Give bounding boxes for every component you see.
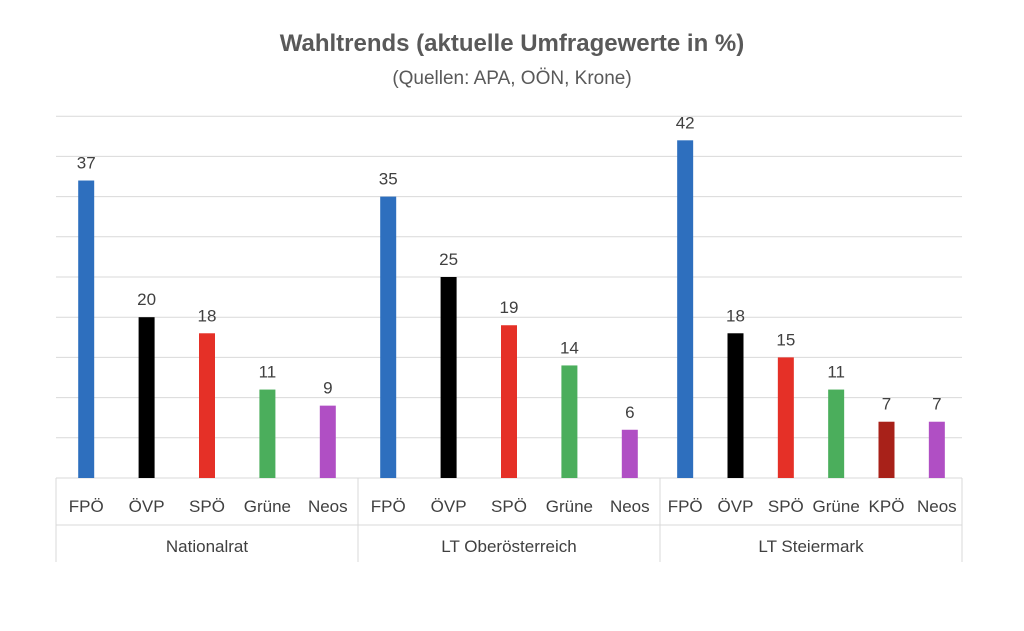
data-label: 11 <box>827 363 845 382</box>
bar <box>138 317 155 478</box>
data-label: 35 <box>379 170 398 189</box>
data-label: 7 <box>932 395 941 414</box>
data-label: 6 <box>625 403 634 422</box>
x-tick-label: ÖVP <box>718 497 754 516</box>
bar <box>78 180 95 478</box>
data-label: 25 <box>439 250 458 269</box>
data-label: 14 <box>560 338 579 357</box>
x-tick-label: FPÖ <box>69 497 104 516</box>
bar <box>561 365 578 478</box>
bar <box>199 333 215 478</box>
data-label: 11 <box>259 363 277 382</box>
x-tick-label: ÖVP <box>129 497 165 516</box>
x-tick-label: Neos <box>917 497 957 516</box>
data-label: 19 <box>500 298 519 317</box>
data-label: 7 <box>882 395 891 414</box>
bar <box>727 333 744 478</box>
chart-subtitle: (Quellen: APA, OÖN, Krone) <box>392 68 632 89</box>
x-tick-label: FPÖ <box>668 497 703 516</box>
bar <box>501 325 517 478</box>
bar <box>878 421 895 478</box>
bar <box>621 429 638 478</box>
x-tick-label: FPÖ <box>371 497 406 516</box>
x-tick-label: ÖVP <box>431 497 467 516</box>
group-label: LT Steiermark <box>758 537 864 556</box>
x-tick-label: Neos <box>308 497 348 516</box>
bar <box>440 277 457 478</box>
chart-title: Wahltrends (aktuelle Umfragewerte in %) <box>279 30 745 57</box>
bar <box>380 196 397 478</box>
data-label: 18 <box>198 306 217 325</box>
x-tick-label: KPÖ <box>869 497 905 516</box>
x-tick-label: SPÖ <box>491 497 527 516</box>
data-label: 37 <box>77 154 96 173</box>
bar <box>259 389 276 478</box>
x-tick-label: Grüne <box>813 497 860 516</box>
data-label: 18 <box>726 306 745 325</box>
bar <box>928 421 945 478</box>
x-tick-label: SPÖ <box>768 497 804 516</box>
bar <box>319 405 336 478</box>
data-label: 9 <box>323 379 332 398</box>
bar <box>777 357 794 478</box>
data-label: 15 <box>776 330 795 349</box>
data-label: 42 <box>676 113 695 132</box>
x-tick-label: SPÖ <box>189 497 225 516</box>
bar <box>677 140 694 478</box>
group-label: Nationalrat <box>166 537 248 556</box>
x-tick-label: Grüne <box>244 497 291 516</box>
bar <box>828 389 845 478</box>
x-tick-label: Grüne <box>546 497 593 516</box>
group-label: LT Oberösterreich <box>441 537 576 556</box>
x-tick-label: Neos <box>610 497 650 516</box>
data-label: 20 <box>137 290 156 309</box>
